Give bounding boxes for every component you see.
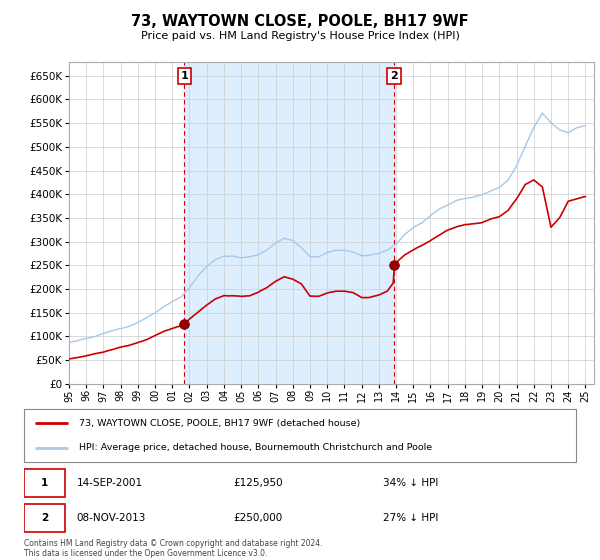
Text: Contains HM Land Registry data © Crown copyright and database right 2024.
This d: Contains HM Land Registry data © Crown c… [24, 539, 323, 558]
Text: £125,950: £125,950 [234, 478, 283, 488]
Text: 73, WAYTOWN CLOSE, POOLE, BH17 9WF (detached house): 73, WAYTOWN CLOSE, POOLE, BH17 9WF (deta… [79, 419, 361, 428]
Bar [184, 62, 394, 384]
Text: Price paid vs. HM Land Registry's House Price Index (HPI): Price paid vs. HM Land Registry's House … [140, 31, 460, 41]
Text: 2: 2 [41, 513, 48, 523]
Text: 73, WAYTOWN CLOSE, POOLE, BH17 9WF: 73, WAYTOWN CLOSE, POOLE, BH17 9WF [131, 14, 469, 29]
Text: HPI: Average price, detached house, Bournemouth Christchurch and Poole: HPI: Average price, detached house, Bour… [79, 443, 433, 452]
FancyBboxPatch shape [24, 469, 65, 497]
Text: 1: 1 [181, 71, 188, 81]
Text: 34% ↓ HPI: 34% ↓ HPI [383, 478, 438, 488]
Text: 27% ↓ HPI: 27% ↓ HPI [383, 513, 438, 523]
FancyBboxPatch shape [24, 409, 576, 462]
Text: 14-SEP-2001: 14-SEP-2001 [76, 478, 143, 488]
Text: 2: 2 [390, 71, 398, 81]
Text: £250,000: £250,000 [234, 513, 283, 523]
Text: 08-NOV-2013: 08-NOV-2013 [76, 513, 146, 523]
Text: 1: 1 [41, 478, 48, 488]
FancyBboxPatch shape [24, 504, 65, 532]
